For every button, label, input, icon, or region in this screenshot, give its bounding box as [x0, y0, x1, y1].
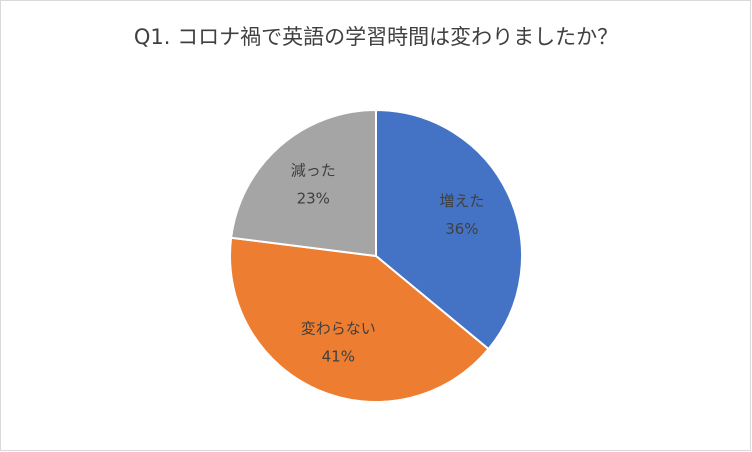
- slice-value-label: 41%: [322, 348, 355, 366]
- slice-category-label: 変わらない: [301, 320, 376, 338]
- slice-value-label: 36%: [445, 220, 478, 238]
- pie-slice: [230, 108, 377, 258]
- chart-title: Q1. コロナ禍で英語の学習時間は変わりましたか？: [134, 25, 618, 49]
- slice-category-label: 増えた: [439, 192, 484, 210]
- slice-category-label: 減った: [291, 161, 336, 179]
- pie-slice: [375, 108, 523, 351]
- slice-value-label: 23%: [297, 189, 330, 207]
- pie-slice: [229, 236, 490, 403]
